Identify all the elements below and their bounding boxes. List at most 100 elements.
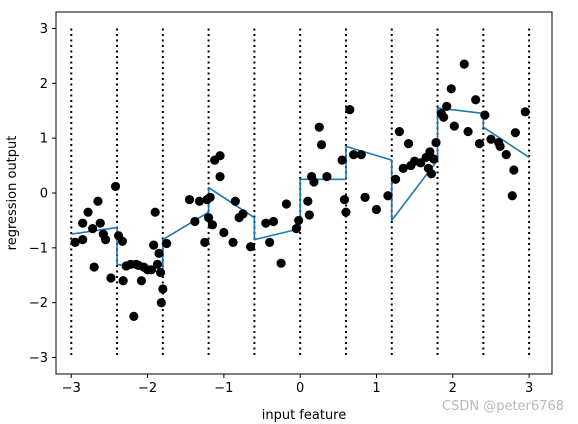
y-tick-label: −2 — [29, 296, 48, 311]
data-point — [152, 259, 163, 269]
data-point — [95, 218, 105, 228]
data-point — [230, 196, 240, 206]
data-point — [316, 140, 327, 150]
data-point — [200, 237, 210, 247]
data-point — [371, 204, 382, 215]
data-point — [345, 105, 355, 115]
x-axis-label: input feature — [262, 408, 347, 423]
x-tick-label: −1 — [214, 381, 233, 396]
data-point — [495, 141, 505, 151]
x-tick-label: 2 — [449, 381, 457, 396]
y-axis: −3 −2 −1 0 1 2 3 — [29, 22, 56, 366]
data-point — [322, 171, 332, 182]
data-point — [383, 191, 393, 201]
data-point — [426, 169, 437, 179]
data-point — [265, 237, 275, 247]
data-point — [480, 110, 490, 120]
data-point — [245, 242, 256, 252]
watermark: CSDN @peter6768 — [442, 399, 564, 414]
data-point — [205, 192, 215, 202]
data-point — [501, 150, 511, 160]
data-point — [390, 174, 401, 184]
data-point — [118, 276, 128, 286]
y-tick-label: −3 — [29, 351, 48, 366]
data-point — [403, 139, 414, 149]
data-point — [117, 236, 127, 246]
data-point — [394, 126, 404, 137]
data-point — [162, 238, 172, 249]
data-point — [194, 196, 205, 206]
data-point — [431, 137, 441, 148]
data-point — [83, 207, 93, 217]
data-point — [276, 258, 286, 268]
data-point — [304, 210, 314, 220]
data-point — [337, 155, 347, 165]
data-point — [303, 196, 313, 206]
data-point — [261, 218, 271, 228]
data-point — [78, 235, 88, 245]
data-points-layer — [70, 59, 530, 322]
data-point — [398, 163, 408, 173]
data-point — [507, 191, 517, 201]
data-point — [154, 248, 164, 258]
data-point — [429, 154, 439, 164]
x-tick-label: 1 — [372, 381, 380, 396]
data-point — [136, 276, 147, 286]
data-point — [215, 171, 225, 182]
data-point — [439, 112, 449, 122]
data-point — [459, 59, 469, 69]
data-point — [150, 207, 160, 217]
data-point — [207, 220, 218, 230]
x-tick-label: −3 — [62, 381, 81, 396]
y-tick-label: 3 — [40, 22, 48, 37]
data-point — [268, 216, 279, 227]
data-point — [204, 213, 214, 223]
data-point — [215, 151, 225, 161]
data-point — [149, 240, 159, 250]
y-tick-label: −1 — [29, 241, 48, 256]
data-point — [510, 128, 520, 138]
data-point — [190, 216, 200, 227]
y-axis-label: regression output — [5, 136, 20, 251]
y-tick-label: 1 — [40, 132, 48, 147]
data-point — [356, 150, 366, 160]
data-point — [471, 95, 481, 105]
data-point — [146, 265, 156, 275]
data-point — [486, 134, 496, 144]
x-tick-label: 0 — [296, 381, 304, 396]
data-point — [360, 192, 370, 202]
data-point — [158, 284, 168, 294]
data-point — [463, 126, 473, 137]
data-point — [341, 207, 351, 217]
data-point — [520, 107, 530, 117]
data-point — [89, 262, 99, 272]
data-point — [184, 194, 195, 205]
data-point — [291, 224, 301, 234]
data-point — [129, 311, 139, 322]
data-point — [93, 196, 103, 206]
data-point — [281, 199, 292, 209]
data-point — [70, 237, 80, 247]
data-point — [78, 218, 88, 228]
data-point — [509, 165, 519, 175]
x-axis: −3 −2 −1 0 1 2 3 — [62, 374, 533, 396]
y-tick-label: 2 — [40, 77, 48, 92]
data-point — [106, 273, 116, 283]
data-point — [88, 224, 98, 234]
data-point — [101, 235, 111, 245]
data-point — [238, 209, 248, 219]
data-point — [228, 237, 238, 247]
data-point — [449, 121, 459, 131]
regression-line — [71, 107, 530, 274]
data-point — [155, 267, 166, 278]
data-point — [219, 227, 229, 238]
y-tick-label: 0 — [40, 187, 48, 202]
data-point — [314, 122, 324, 132]
data-point — [446, 84, 456, 94]
data-point — [339, 194, 350, 205]
regression-line-layer — [71, 107, 530, 274]
x-tick-label: −2 — [138, 381, 157, 396]
x-tick-label: 3 — [525, 381, 533, 396]
data-point — [425, 147, 435, 157]
